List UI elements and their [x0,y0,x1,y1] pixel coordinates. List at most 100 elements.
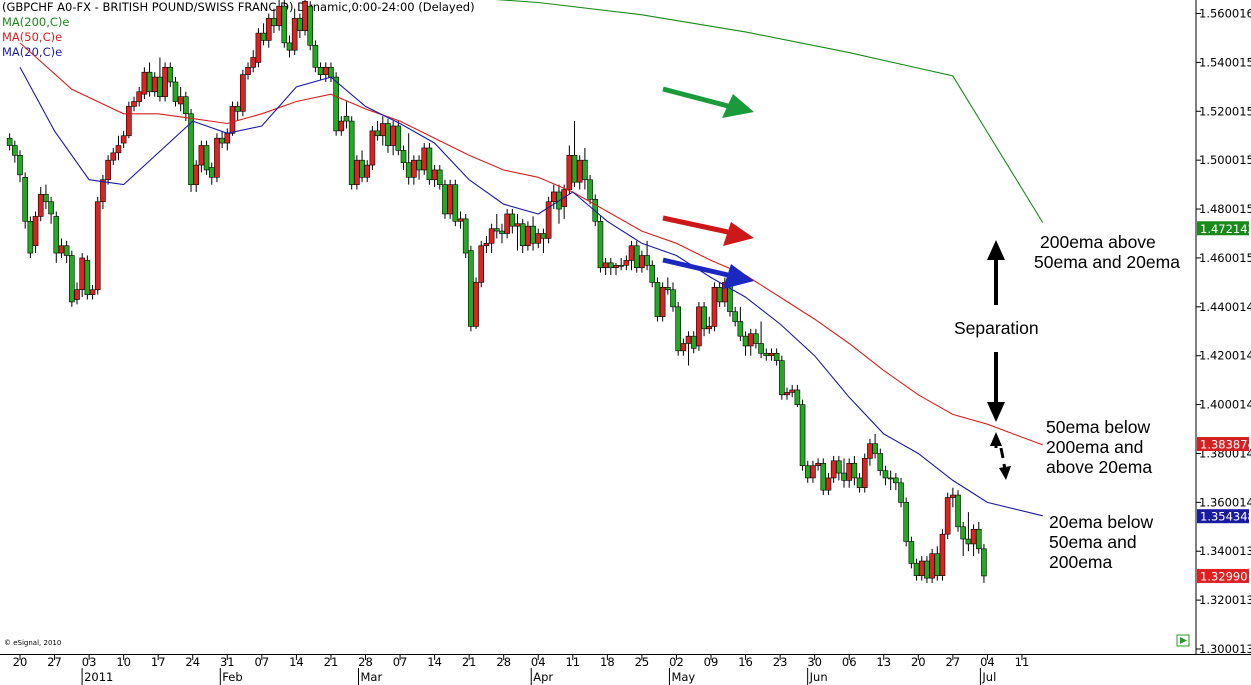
candle [825,473,832,496]
candle-body [17,155,23,176]
candle [105,155,111,185]
candle [478,240,485,288]
candle-body [291,18,298,51]
candle [696,301,702,351]
candle-body [545,201,552,239]
y-tick-label: 1.420014 [1199,349,1251,363]
blue-trend-arrow [662,257,754,289]
candle [768,348,775,361]
candle-body [69,255,75,303]
candle-body [188,113,194,185]
green-trend-arrow [662,86,754,118]
candle-body [214,137,220,178]
candle [146,62,153,97]
candle [390,121,396,156]
candle-body [224,133,231,144]
candle [79,253,85,298]
candle-body [297,18,303,31]
candle [265,13,272,48]
candle-body [861,458,868,489]
candle [913,558,920,581]
month-label: Mar [361,670,383,684]
candle-body [115,145,122,154]
y-tick-label: 1.400014 [1199,398,1251,412]
candle [234,101,241,122]
series-line [19,67,1043,517]
x-tick-label: 28 [496,655,511,669]
y-tick-label: 1.500015 [1199,153,1251,167]
candle-body [706,326,713,330]
candle [856,473,863,493]
candle-body [379,123,386,137]
candle-body [43,194,49,203]
candle [483,235,490,254]
y-tick-label: 1.480015 [1199,202,1251,216]
candle-body [794,389,801,405]
candle-body [944,497,951,535]
candle-body [94,201,101,291]
candle-body [680,343,687,352]
scroll-right-icon[interactable] [1176,634,1190,647]
candle-body [665,286,671,291]
candle [747,328,754,356]
candle [162,62,168,102]
candle-body [219,137,225,144]
candle-body [965,538,972,545]
candle-body [250,57,257,68]
candle-body [354,159,360,185]
candle [333,72,339,136]
candle-body [773,352,780,361]
candle [535,228,542,249]
candle [250,50,257,73]
candle [882,465,889,486]
candle-body [514,223,521,227]
candle-body [27,220,34,254]
candle [867,438,873,466]
badge-bg [1197,509,1249,524]
candlesticks [6,0,987,584]
separation-arrows [987,240,1011,480]
candle-body [286,42,293,51]
candle [416,155,422,180]
y-tick-label: 1.520015 [1199,104,1251,118]
candle [903,497,910,547]
candle [846,458,853,488]
candle-body [918,560,925,577]
candle [442,179,448,219]
x-tick-label: 21 [324,655,339,669]
candle [493,213,500,239]
candle-body [405,162,412,178]
candle-body [322,67,329,75]
candle [219,130,225,148]
moving-averages [19,0,1044,517]
x-tick-label: 31 [220,655,235,669]
candle [545,196,552,244]
candle [286,35,293,58]
candle-body [535,233,542,244]
candle [452,179,459,227]
y-tick-label: 1.340013 [1199,544,1251,558]
x-tick-label: 02 [669,655,684,669]
candle [872,433,878,459]
candle [229,101,236,136]
candle-body [260,32,267,41]
x-tick-label: 28 [358,655,373,669]
candle-body [841,472,847,481]
candle-body [317,67,324,75]
candle [193,160,200,192]
candle [307,1,314,51]
candle [343,101,350,129]
x-tick-label: 14 [289,655,304,669]
candle [281,0,288,48]
candle [94,196,101,295]
candle [379,116,386,146]
candle-body [820,462,827,491]
candle-body [136,91,142,102]
candle [665,277,671,295]
candle [675,301,681,356]
x-tick-label: 18 [600,655,615,669]
candle [701,301,707,337]
x-tick-label: 24 [185,655,200,669]
y-tick-label: 1.540015 [1199,55,1251,69]
candle-body [882,470,889,479]
